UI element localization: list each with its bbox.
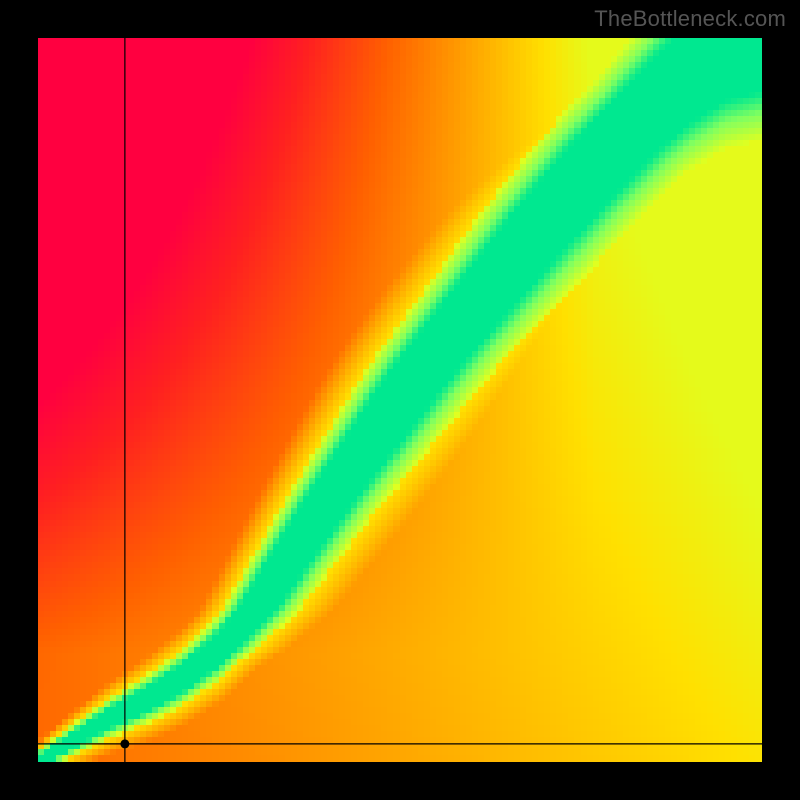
watermark-text: TheBottleneck.com [594, 6, 786, 32]
frame-edge-left [0, 0, 38, 800]
figure-container: TheBottleneck.com [0, 0, 800, 800]
frame-edge-bottom [0, 762, 800, 800]
frame-edge-right [762, 0, 800, 800]
bottleneck-heatmap [38, 38, 762, 762]
